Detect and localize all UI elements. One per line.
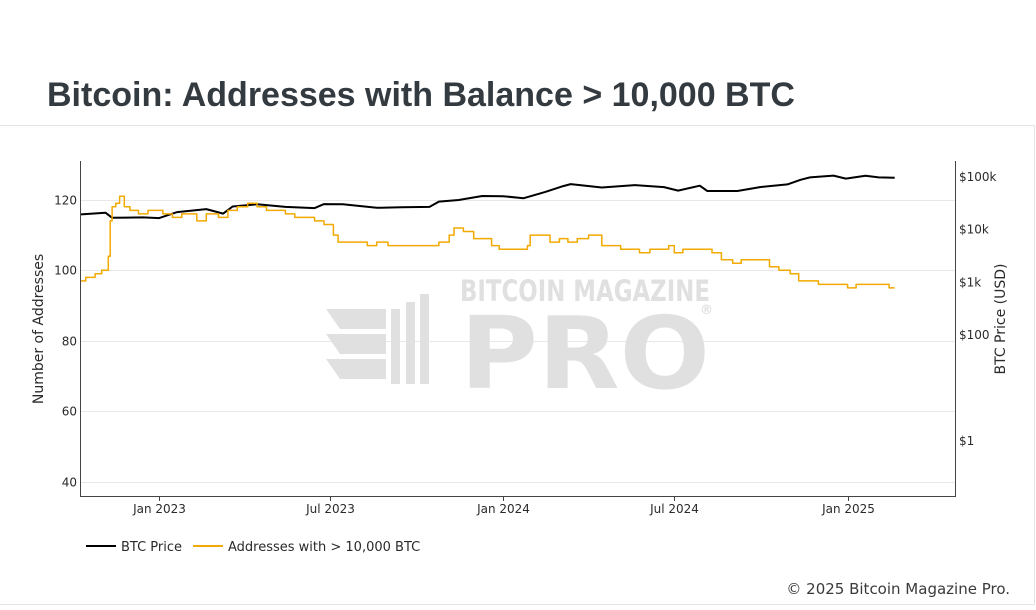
series-layer [80, 174, 895, 289]
series-line-btc-price[interactable] [80, 174, 895, 220]
y-right-tick-label: $1 [959, 434, 974, 448]
y-left-tick-label: 120 [54, 194, 77, 208]
x-tick-label: Jan 2023 [132, 502, 186, 516]
chart[interactable]: BITCOIN MAGAZINE PRO ® 40 60 80 100 120 $1 $10… [0, 126, 1035, 606]
y-left-tick-label: 40 [62, 476, 77, 490]
legend-item-addresses[interactable]: Addresses with > 10,000 BTC [193, 540, 420, 555]
x-tick-label: Jul 2023 [305, 502, 355, 516]
watermark: BITCOIN MAGAZINE PRO ® [326, 274, 713, 412]
x-tick-label: Jan 2024 [476, 502, 530, 516]
legend-label-addresses: Addresses with > 10,000 BTC [228, 540, 420, 555]
y-left-tick-label: 100 [54, 264, 77, 278]
x-tick-label: Jan 2025 [821, 502, 875, 516]
legend-label-btc-price: BTC Price [121, 540, 182, 555]
y-axis-right-title: BTC Price (USD) [993, 263, 1009, 374]
watermark-registered-mark: ® [700, 303, 713, 318]
watermark-line2: PRO [460, 295, 710, 412]
series-line-addresses[interactable] [81, 195, 895, 289]
watermark-logo-icon [326, 294, 429, 384]
legend-item-btc-price[interactable]: BTC Price [86, 540, 182, 555]
y-axis-left-title: Number of Addresses [31, 254, 47, 404]
page-title: Bitcoin: Addresses with Balance > 10,000… [47, 76, 795, 114]
y-right-tick-label: $1k [959, 275, 981, 289]
y-left-tick-label: 80 [62, 335, 77, 349]
axes [80, 161, 956, 497]
legend: BTC Price Addresses with > 10,000 BTC [86, 540, 420, 555]
grid-lines [81, 200, 955, 483]
copyright-notice: © 2025 Bitcoin Magazine Pro. [786, 580, 1010, 598]
watermark-line1: BITCOIN MAGAZINE [460, 274, 710, 308]
y-right-tick-label: $10k [959, 223, 989, 237]
tick-labels: 40 60 80 100 120 $1 $100 $1k $10k $100k Jan 2023 Ju… [54, 170, 996, 516]
y-right-tick-label: $100 [959, 328, 990, 342]
chart-panel: BITCOIN MAGAZINE PRO ® 40 60 80 100 120 $1 $10… [0, 125, 1035, 605]
y-left-tick-label: 60 [62, 405, 77, 419]
x-tick-label: Jul 2024 [649, 502, 699, 516]
y-right-tick-label: $100k [959, 170, 997, 184]
